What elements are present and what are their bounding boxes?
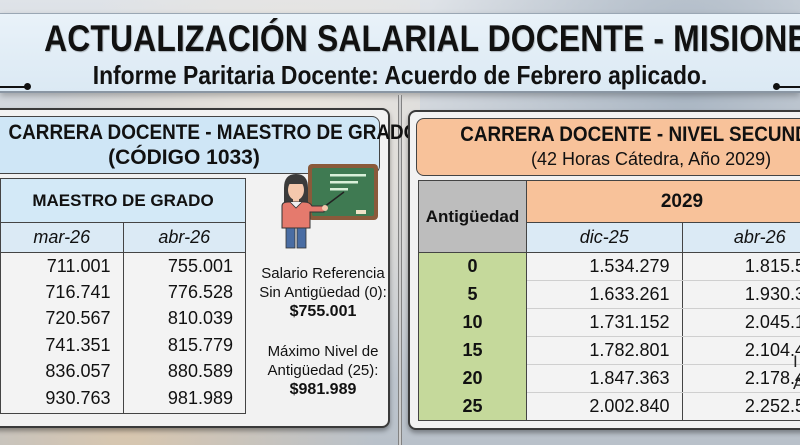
nivel-secundario-heading: CARRERA DOCENTE - NIVEL SECUNDARIO (42 H…	[416, 118, 800, 176]
reference-label: Sin Antigüedad (0):	[259, 284, 387, 301]
panel-divider	[398, 95, 402, 445]
table-row: 15 1.782.801 2.104.403	[418, 336, 800, 365]
antiguedad-cell: 20	[418, 364, 527, 393]
table-row: 25 2.002.840 2.252.590	[418, 392, 800, 421]
reference-value: $755.001	[289, 303, 357, 320]
table-cell: 1.633.261	[526, 280, 683, 309]
maestro-grado-table: MAESTRO DE GRADO mar-26 abr-26 711.001 7…	[0, 178, 246, 414]
table-cell: 815.779	[122, 332, 246, 359]
antiguedad-cell: 0	[418, 252, 527, 281]
column-header: abr-26	[122, 222, 246, 253]
table-row: 5 1.633.261 1.930.312	[418, 280, 800, 309]
page-title: ACTUALIZACIÓN SALARIAL DOCENTE - MISIONE…	[44, 18, 800, 59]
column-header: abr-26	[681, 222, 800, 253]
heading-title: CARRERA DOCENTE - NIVEL SECUNDARIO	[460, 123, 800, 146]
heading-subtitle: (42 Horas Cátedra, Año 2029)	[531, 149, 772, 169]
table-cell: 2.252.590	[681, 392, 800, 421]
year-header: 2029	[526, 180, 800, 223]
group-header: MAESTRO DE GRADO	[0, 178, 246, 223]
max-seniority-block: Máximo Nivel de Antigüedad (25): $981.98…	[256, 342, 390, 399]
table-cell: 1.930.312	[681, 280, 800, 309]
antiguedad-header: Antigüedad	[418, 180, 527, 253]
table-cell: 880.589	[122, 358, 246, 385]
max-seniority-value: $981.989	[289, 381, 357, 398]
decorative-line-left	[0, 86, 26, 88]
table-cell: 716.741	[0, 279, 124, 306]
table-cell: 2.045.129	[681, 308, 800, 337]
max-seniority-label: Antigüedad (25):	[267, 362, 379, 379]
antiguedad-cell: 10	[418, 308, 527, 337]
nivel-secundario-panel: CARRERA DOCENTE - NIVEL SECUNDARIO (42 H…	[408, 110, 800, 430]
page-subtitle: Informe Paritaria Docente: Acuerdo de Fe…	[92, 60, 708, 90]
teacher-at-chalkboard-icon	[281, 164, 378, 249]
clipped-text-fragment: I	[793, 352, 798, 371]
table-row: 10 1.731.152 2.045.129	[418, 308, 800, 337]
reference-salary-block: Salario Referencia Sin Antigüedad (0): $…	[256, 264, 390, 321]
table-cell: 1.815.566	[681, 252, 800, 281]
max-seniority-label: Máximo Nivel de	[267, 343, 379, 360]
column-header: dic-25	[526, 222, 683, 253]
reference-label: Salario Referencia	[261, 265, 385, 282]
table-row: 716.741 776.528	[0, 278, 246, 306]
table-row: 741.351 815.779	[0, 331, 246, 359]
table-cell: 930.763	[0, 385, 124, 414]
table-row: 836.057 880.589	[0, 358, 246, 386]
heading-code: (CÓDIGO 1033)	[108, 146, 260, 169]
heading-title: CARRERA DOCENTE - MAESTRO DE GRADO	[8, 121, 419, 144]
antiguedad-cell: 15	[418, 336, 527, 365]
antiguedad-cell: 25	[418, 392, 527, 421]
table-cell: 1.731.152	[526, 308, 683, 337]
table-cell: 836.057	[0, 358, 124, 385]
table-cell: 810.039	[122, 305, 246, 332]
table-cell: 1.534.279	[526, 252, 683, 281]
table-cell: 2.178.497	[681, 364, 800, 393]
column-header: mar-26	[0, 222, 124, 253]
table-cell: 755.001	[122, 252, 246, 279]
table-cell: 2.104.403	[681, 336, 800, 365]
decorative-dot-left	[24, 83, 31, 90]
table-cell: 720.567	[0, 305, 124, 332]
maestro-grado-panel: CARRERA DOCENTE - MAESTRO DE GRADO (CÓDI…	[0, 108, 419, 428]
decorative-line-right	[776, 86, 800, 88]
table-cell: 741.351	[0, 332, 124, 359]
table-row: 711.001 755.001	[0, 252, 246, 280]
table-cell: 776.528	[122, 279, 246, 306]
table-row: 720.567 810.039	[0, 305, 246, 333]
antiguedad-cell: 5	[418, 280, 527, 309]
maestro-grado-heading: CARRERA DOCENTE - MAESTRO DE GRADO (CÓDI…	[0, 116, 419, 174]
table-row: 20 1.847.363 2.178.497	[418, 364, 800, 393]
table-cell: 2.002.840	[526, 392, 683, 421]
table-row: 0 1.534.279 1.815.566	[418, 252, 800, 281]
table-row: 930.763 981.989	[0, 384, 246, 414]
nivel-secundario-table: Antigüedad 2029 dic-25 abr-26 0 1.534.27…	[418, 180, 800, 421]
table-cell: 1.847.363	[526, 364, 683, 393]
clipped-text-fragment: A	[793, 374, 800, 393]
title-banner: ACTUALIZACIÓN SALARIAL DOCENTE - MISIONE…	[0, 13, 800, 93]
table-cell: 1.782.801	[526, 336, 683, 365]
table-cell: 711.001	[0, 252, 124, 279]
table-cell: 981.989	[122, 385, 246, 414]
